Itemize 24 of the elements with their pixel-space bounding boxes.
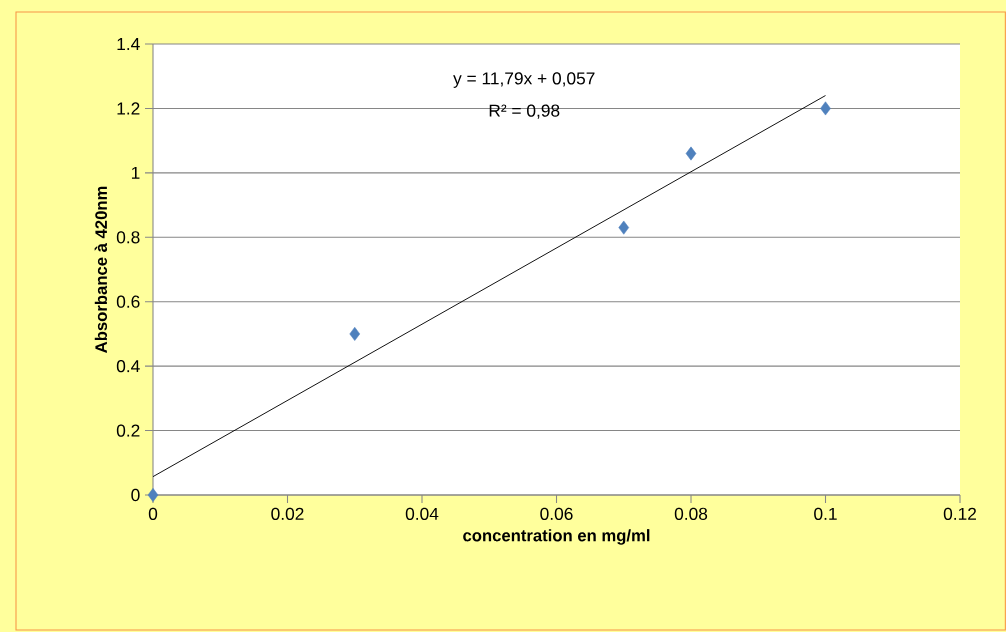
point <box>147 488 159 502</box>
annotation: R² = 0,98 <box>489 104 560 119</box>
x-tick-label: 0.1 <box>814 507 837 520</box>
y-tick-label: 0.8 <box>116 231 140 244</box>
x-tick-label: 0 <box>148 507 158 520</box>
x-tick-label: 0.08 <box>674 507 708 520</box>
annotation: y = 11,79x + 0,057 <box>453 72 595 88</box>
point <box>820 101 831 116</box>
x-tick-label: 0.12 <box>943 507 976 520</box>
y-tick-label: 0 <box>131 488 140 502</box>
y-tick-label: 1.2 <box>117 102 140 115</box>
point <box>618 220 630 235</box>
y-axis-title: Absorbance à 420nm <box>94 186 108 353</box>
y-tick-label: 0.6 <box>116 295 140 308</box>
point <box>349 326 361 341</box>
y-tick-label: 0.4 <box>116 360 140 373</box>
x-tick-label: 0.06 <box>540 507 573 520</box>
x-axis-title: concentration en mg/ml <box>463 529 650 545</box>
y-tick-label: 1.4 <box>117 38 140 50</box>
point <box>685 146 697 161</box>
x-tick-label: 0.02 <box>271 507 304 520</box>
y-tick-label: 1 <box>131 166 140 179</box>
y-tick-label: 0.2 <box>116 424 140 437</box>
x-tick-label: 0.04 <box>405 507 439 520</box>
